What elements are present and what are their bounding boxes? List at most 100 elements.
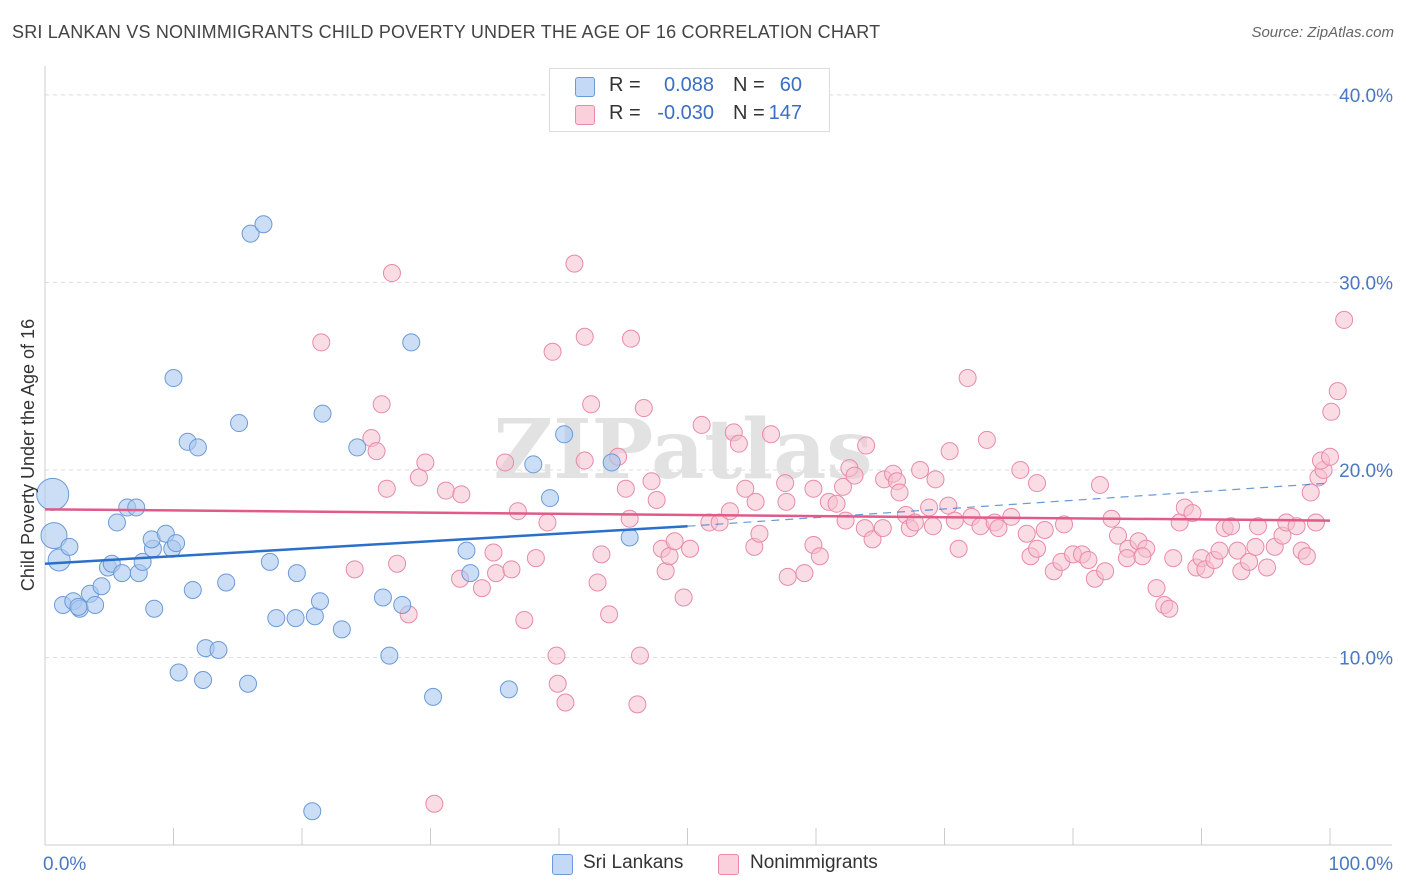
legend-r-label: R = (609, 102, 641, 124)
sri-lankans-point (499, 680, 518, 699)
nonimmigrants-point (945, 511, 964, 530)
sri-lankans-point (373, 588, 392, 607)
x-tick-label: 100.0% (1329, 854, 1394, 875)
nonimmigrants-point (600, 605, 619, 624)
sri-lankans-point (254, 215, 273, 234)
nonimmigrants-point (1322, 402, 1341, 421)
nonimmigrants-point (681, 539, 700, 558)
x-tick-labels: 0.0% 100.0% (43, 854, 1393, 875)
nonimmigrants-point (409, 468, 428, 487)
y-tick-labels: 10.0% 20.0% 30.0% 40.0% (1339, 86, 1393, 670)
nonimmigrants-point (911, 460, 930, 479)
sri-lankans-point (260, 552, 279, 571)
nonimmigrants-point (804, 479, 823, 498)
nonimmigrants-point (377, 479, 396, 498)
legend-n-value: 60 (779, 74, 802, 96)
nonimmigrants-point (1147, 579, 1166, 598)
nonimmigrants-point (547, 646, 566, 665)
legend-swatch-nonimmigrants (575, 105, 595, 125)
sri-lankans-point (183, 580, 202, 599)
bottom-legend-label-sri-lankans: Sri Lankans (583, 852, 684, 873)
nonimmigrants-point (939, 496, 958, 515)
nonimmigrants-point (674, 588, 693, 607)
bottom-legend-swatch-nonimmigrants (718, 854, 739, 875)
nonimmigrants-point (776, 474, 795, 493)
nonimmigrants-point (628, 695, 647, 714)
nonimmigrants-point (1321, 447, 1339, 466)
nonimmigrants-point (989, 519, 1008, 538)
nonimmigrants-point (565, 254, 584, 273)
legend-n-label: N = (733, 102, 765, 124)
nonimmigrants-point (1028, 474, 1047, 493)
sri-lankans-point (40, 522, 68, 550)
nonimmigrants-point (526, 549, 545, 568)
nonimmigrants-point (575, 327, 594, 346)
nonimmigrants-point (1222, 517, 1241, 536)
sri-lankans-point (127, 498, 146, 517)
nonimmigrants-point (1055, 515, 1074, 534)
sri-lankans-point (36, 477, 70, 511)
nonimmigrants-point (746, 492, 765, 511)
sri-lankans-trend-extension (687, 482, 1331, 527)
sri-lankans-point (287, 564, 306, 583)
sri-lankans-trend-line (44, 524, 688, 565)
nonimmigrants-point (436, 481, 455, 500)
x-tick-label: 0.0% (43, 854, 86, 875)
sri-lankans-point (217, 573, 236, 592)
grid-lines (45, 94, 1392, 658)
nonimmigrants-point (484, 543, 503, 562)
nonimmigrants-point (729, 434, 748, 453)
nonimmigrants-point (556, 693, 575, 712)
nonimmigrants-point (1011, 460, 1030, 479)
nonimmigrants-point (496, 453, 515, 472)
nonimmigrants-point (833, 477, 852, 496)
nonimmigrants-point (750, 524, 769, 543)
nonimmigrants-point (1328, 382, 1347, 401)
nonimmigrants-point (621, 329, 640, 348)
nonimmigrants-point (836, 511, 855, 530)
sri-lankans-point (393, 595, 412, 614)
chart-title: SRI LANKAN VS NONIMMIGRANTS CHILD POVERT… (12, 22, 881, 42)
nonimmigrants-point (416, 453, 435, 472)
sri-lankans-point (555, 425, 574, 444)
sri-lankans-point (620, 528, 639, 547)
sri-lankans-point (145, 599, 164, 618)
sri-lankans-point (402, 333, 421, 352)
nonimmigrants-point (616, 479, 635, 498)
nonimmigrants-point (660, 547, 679, 566)
sri-lankans-point (303, 802, 322, 821)
nonimmigrants-point (538, 513, 557, 532)
nonimmigrants-point (1249, 517, 1268, 536)
sri-lankans-point (457, 541, 476, 560)
nonimmigrants-point (367, 442, 386, 461)
nonimmigrants-point (920, 498, 939, 517)
trend-lines (44, 482, 1331, 565)
nonimmigrants-point (1035, 520, 1054, 539)
nonimmigrants-point (575, 451, 594, 470)
nonimmigrants-point (940, 442, 959, 461)
nonimmigrants-point (543, 342, 562, 361)
nonimmigrants-trend-line (44, 508, 1331, 522)
y-tick-label: 40.0% (1339, 86, 1393, 107)
sri-lankans-point (69, 597, 88, 616)
nonimmigrants-point (778, 567, 797, 586)
nonimmigrants-point (656, 562, 675, 581)
sri-lankans-point (107, 513, 126, 532)
sri-lankans-point (602, 453, 621, 472)
nonimmigrants-point (1301, 483, 1320, 502)
nonimmigrants-point (736, 479, 755, 498)
sri-lankans-point (241, 224, 260, 243)
y-tick-label: 20.0% (1339, 461, 1393, 482)
nonimmigrants-point (1246, 537, 1265, 556)
chart-source: Source: ZipAtlas.com (1251, 24, 1394, 41)
nonimmigrants-point (926, 470, 945, 489)
nonimmigrants-point (795, 564, 814, 583)
nonimmigrants-point (762, 425, 781, 444)
nonimmigrants-point (345, 560, 364, 579)
legend-swatch-sri-lankans (575, 77, 595, 97)
sri-lankans-point (194, 670, 213, 689)
y-tick-label: 30.0% (1339, 273, 1393, 294)
nonimmigrants-point (502, 560, 521, 579)
nonimmigrants-point (873, 519, 892, 538)
